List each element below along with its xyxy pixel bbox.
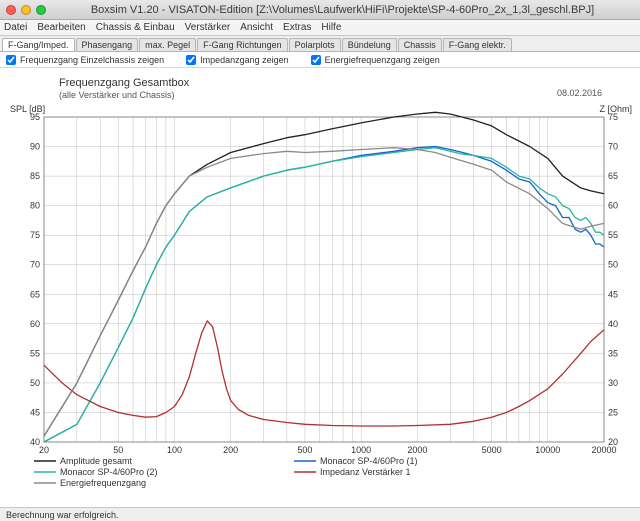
svg-text:50: 50 xyxy=(113,445,123,455)
checkbox-2[interactable]: Energiefrequenzgang zeigen xyxy=(311,55,440,65)
menubar: Datei Bearbeiten Chassis & Einbau Verstärke… xyxy=(0,20,640,36)
chart-svg: Frequenzgang Gesamtbox(alle Verstärker u… xyxy=(4,72,636,507)
svg-text:Amplitude gesamt: Amplitude gesamt xyxy=(60,456,133,466)
tab-5[interactable]: Bündelung xyxy=(342,38,397,51)
svg-text:90: 90 xyxy=(30,142,40,152)
status-bar: Berechnung war erfolgreich. xyxy=(0,507,640,521)
svg-text:Monacor SP-4/60Pro (1): Monacor SP-4/60Pro (1) xyxy=(320,456,418,466)
svg-text:35: 35 xyxy=(608,348,618,358)
status-text: Berechnung war erfolgreich. xyxy=(6,510,119,520)
checkbox-input-0[interactable] xyxy=(6,55,16,65)
svg-text:55: 55 xyxy=(608,230,618,240)
svg-text:40: 40 xyxy=(608,319,618,329)
minimize-icon[interactable] xyxy=(21,5,31,15)
svg-text:500: 500 xyxy=(297,445,312,455)
close-icon[interactable] xyxy=(6,5,16,15)
svg-text:75: 75 xyxy=(608,112,618,122)
svg-text:Energiefrequenzgang: Energiefrequenzgang xyxy=(60,478,146,488)
svg-text:Frequenzgang Gesamtbox: Frequenzgang Gesamtbox xyxy=(59,77,190,89)
svg-text:200: 200 xyxy=(223,445,238,455)
svg-text:65: 65 xyxy=(608,171,618,181)
svg-text:10000: 10000 xyxy=(535,445,560,455)
tab-3[interactable]: F-Gang Richtungen xyxy=(197,38,288,51)
svg-text:Monacor SP-4/60Pro (2): Monacor SP-4/60Pro (2) xyxy=(60,467,158,477)
chart-area: Frequenzgang Gesamtbox(alle Verstärker u… xyxy=(0,68,640,507)
svg-text:65: 65 xyxy=(30,289,40,299)
checkbox-label-0: Frequenzgang Einzelchassis zeigen xyxy=(20,55,164,65)
svg-text:70: 70 xyxy=(608,142,618,152)
menu-chassis & einbau[interactable]: Chassis & Einbau xyxy=(96,22,175,33)
checkbox-label-1: Impedanzgang zeigen xyxy=(200,55,289,65)
menu-hilfe[interactable]: Hilfe xyxy=(321,22,341,33)
tab-6[interactable]: Chassis xyxy=(398,38,442,51)
checkbox-input-1[interactable] xyxy=(186,55,196,65)
tab-2[interactable]: max. Pegel xyxy=(139,38,196,51)
menu-verstärker[interactable]: Verstärker xyxy=(185,22,231,33)
svg-text:45: 45 xyxy=(608,289,618,299)
svg-text:08.02.2016: 08.02.2016 xyxy=(557,88,602,98)
svg-text:50: 50 xyxy=(30,378,40,388)
menu-datei[interactable]: Datei xyxy=(4,22,27,33)
checkbox-label-2: Energiefrequenzgang zeigen xyxy=(325,55,440,65)
window-title: Boxsim V1.20 - VISATON-Edition [Z:\Volum… xyxy=(51,4,634,16)
tab-0[interactable]: F-Gang/Imped. xyxy=(2,38,75,51)
svg-text:85: 85 xyxy=(30,171,40,181)
zoom-icon[interactable] xyxy=(36,5,46,15)
svg-text:60: 60 xyxy=(608,201,618,211)
svg-text:20: 20 xyxy=(39,445,49,455)
svg-text:70: 70 xyxy=(30,260,40,270)
svg-text:100: 100 xyxy=(167,445,182,455)
svg-text:50: 50 xyxy=(608,260,618,270)
svg-text:(alle Verstärker und Chassis): (alle Verstärker und Chassis) xyxy=(59,90,175,100)
svg-text:20000: 20000 xyxy=(591,445,616,455)
svg-text:1000: 1000 xyxy=(351,445,371,455)
tab-4[interactable]: Polarplots xyxy=(289,38,341,51)
svg-text:5000: 5000 xyxy=(482,445,502,455)
svg-text:80: 80 xyxy=(30,201,40,211)
window-titlebar: Boxsim V1.20 - VISATON-Edition [Z:\Volum… xyxy=(0,0,640,20)
tab-1[interactable]: Phasengang xyxy=(76,38,139,51)
menu-bearbeiten[interactable]: Bearbeiten xyxy=(37,22,85,33)
svg-text:75: 75 xyxy=(30,230,40,240)
checkbox-1[interactable]: Impedanzgang zeigen xyxy=(186,55,289,65)
tab-7[interactable]: F-Gang elektr. xyxy=(443,38,512,51)
svg-text:25: 25 xyxy=(608,407,618,417)
tabbar: F-Gang/Imped.Phasengangmax. PegelF-Gang … xyxy=(0,36,640,52)
svg-text:60: 60 xyxy=(30,319,40,329)
checkbox-input-2[interactable] xyxy=(311,55,321,65)
svg-text:55: 55 xyxy=(30,348,40,358)
svg-text:30: 30 xyxy=(608,378,618,388)
svg-text:95: 95 xyxy=(30,112,40,122)
checkbox-0[interactable]: Frequenzgang Einzelchassis zeigen xyxy=(6,55,164,65)
svg-text:2000: 2000 xyxy=(407,445,427,455)
options-bar: Frequenzgang Einzelchassis zeigen Impedan… xyxy=(0,52,640,68)
menu-extras[interactable]: Extras xyxy=(283,22,311,33)
svg-text:45: 45 xyxy=(30,407,40,417)
menu-ansicht[interactable]: Ansicht xyxy=(240,22,273,33)
svg-text:Impedanz Verstärker 1: Impedanz Verstärker 1 xyxy=(320,467,411,477)
